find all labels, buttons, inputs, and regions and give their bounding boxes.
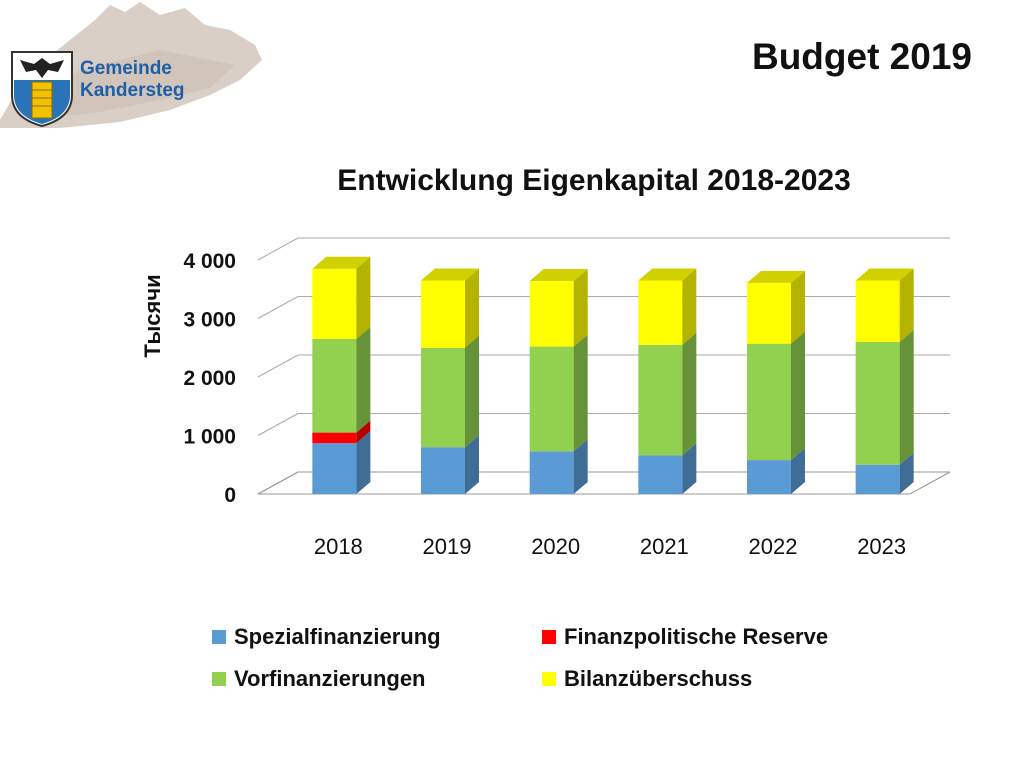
x-tick-label-2018: 2018 (314, 534, 363, 559)
bar-bilanzüberschuss-2019 (421, 280, 465, 348)
bar-side (682, 268, 697, 345)
bar-top (312, 256, 371, 269)
bar-bilanzüberschuss-2022 (747, 282, 791, 344)
legend-label: Vorfinanzierungen (234, 666, 426, 691)
chart-floor (257, 471, 951, 495)
bar-top (421, 268, 479, 281)
bar-side (573, 269, 588, 347)
legend-item: Spezialfinanzierung (212, 624, 441, 650)
bar-side (356, 431, 371, 494)
logo-line2: Kandersteg (80, 80, 185, 101)
x-tick-label-2021: 2021 (640, 534, 689, 559)
x-tick-label-2019: 2019 (423, 534, 472, 559)
x-tick-label-2022: 2022 (749, 534, 798, 559)
bar-side (682, 443, 697, 494)
bar-stack-2019 (421, 268, 479, 494)
legend-swatch (212, 672, 226, 686)
y-tick-label: 3 000 (183, 309, 236, 332)
bar-stack-2018 (312, 256, 371, 494)
bar-side (356, 420, 371, 444)
bar-side (356, 326, 371, 433)
bar-top (855, 268, 914, 281)
bar-spezialfinanzierung-2023 (855, 464, 900, 494)
bar-spezialfinanzierung-2020 (529, 451, 574, 494)
bar-bilanzüberschuss-2020 (529, 281, 574, 347)
bar-side (573, 334, 588, 452)
legend-swatch (212, 630, 226, 644)
x-tick-label-2020: 2020 (531, 534, 580, 559)
bar-vorfinanzierungen-2019 (421, 347, 465, 448)
gridline-side (257, 296, 299, 319)
bar-side (899, 452, 914, 494)
bar-bilanzüberschuss-2023 (855, 280, 900, 342)
bar-side (573, 439, 588, 494)
legend-item: Vorfinanzierungen (212, 666, 426, 692)
bar-spezialfinanzierung-2019 (421, 447, 465, 494)
bar-stack-2023 (855, 268, 914, 494)
bar-finanzpolitische reserve-2018 (312, 432, 357, 444)
legend-label: Bilanzüberschuss (564, 666, 753, 691)
legend-item: Bilanzüberschuss (542, 666, 752, 692)
gridline-side (257, 237, 299, 261)
eagle-coat-of-arms-icon (11, 51, 73, 128)
legend-label: Spezialfinanzierung (234, 624, 441, 649)
slide-title: Budget 2019 (751, 36, 972, 77)
bar-stack-2020 (529, 269, 588, 494)
bar-vorfinanzierungen-2021 (638, 344, 683, 456)
legend-swatch (542, 672, 556, 686)
bar-top (529, 269, 588, 282)
y-tick-label: 0 (224, 484, 236, 507)
bar-spezialfinanzierung-2021 (638, 455, 683, 494)
bar-vorfinanzierungen-2018 (312, 338, 357, 433)
bar-side (899, 329, 914, 465)
bar-spezialfinanzierung-2022 (747, 460, 791, 494)
bar-vorfinanzierungen-2022 (747, 343, 791, 461)
bar-spezialfinanzierung-2018 (312, 443, 357, 494)
bar-vorfinanzierungen-2020 (529, 346, 574, 452)
chart-title: Entwicklung Eigenkapital 2018-2023 (337, 164, 851, 197)
bar-side (791, 448, 805, 494)
gridlines (257, 237, 951, 495)
bar-side (791, 270, 805, 344)
bar-side (356, 256, 371, 339)
y-axis-label: Тысячи (140, 274, 165, 357)
bar-stack-2021 (638, 268, 697, 494)
gridline-side (257, 354, 299, 378)
gridline-side (257, 413, 299, 436)
y-tick-label: 1 000 (183, 426, 236, 449)
y-tick-label: 4 000 (183, 250, 236, 273)
bar-top (747, 270, 805, 283)
y-tick-label: 2 000 (183, 367, 236, 390)
x-tick-label-2023: 2023 (857, 534, 906, 559)
bar-bilanzüberschuss-2021 (638, 280, 683, 345)
legend-swatch (542, 630, 556, 644)
bar-stack-2022 (747, 270, 805, 494)
legend-label: Finanzpolitische Reserve (564, 624, 829, 649)
bar-side (465, 335, 479, 448)
bar-top (638, 268, 697, 281)
logo-line1: Gemeinde (80, 58, 172, 79)
bar-side (465, 435, 479, 494)
bar-bilanzüberschuss-2018 (312, 268, 357, 339)
bar-side (899, 268, 914, 342)
bar-side (682, 332, 697, 456)
bar-side (465, 268, 479, 348)
bar-side (791, 331, 805, 461)
legend-item: Finanzpolitische Reserve (542, 624, 828, 650)
bar-vorfinanzierungen-2023 (855, 341, 900, 465)
gemeinde-kandersteg-logo: Gemeinde Kandersteg (0, 2, 262, 128)
